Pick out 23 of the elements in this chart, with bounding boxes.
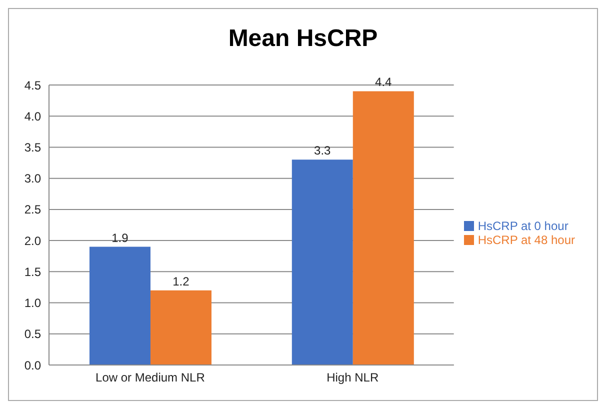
y-tick-label: 2.0	[24, 234, 42, 248]
bar	[150, 290, 212, 365]
legend-label: HsCRP at 48 hour	[478, 232, 575, 246]
y-tick-label: 4.5	[24, 78, 42, 92]
y-tick-label: 1.5	[24, 264, 42, 279]
y-tick-label: 2.5	[24, 202, 42, 217]
y-tick-label: 3.5	[24, 140, 42, 154]
bar	[89, 246, 150, 365]
y-tick-label: 4.0	[24, 109, 42, 124]
bar	[352, 91, 414, 365]
legend-label: HsCRP at 0 hour	[478, 218, 568, 232]
y-tick-label: 1.0	[24, 296, 42, 310]
data-label: 1.2	[172, 274, 190, 288]
y-tick-label: 0.5	[24, 327, 42, 342]
y-tick-label: 3.0	[24, 172, 42, 186]
x-tick-label: High NLR	[326, 370, 379, 385]
data-label: 3.3	[314, 144, 332, 158]
bar	[292, 160, 353, 365]
data-label: 1.9	[112, 230, 129, 245]
x-tick-label: Low or Medium NLR	[96, 370, 206, 385]
data-label: 4.4	[375, 75, 392, 90]
chart-title: Mean HsCRP	[227, 24, 379, 54]
y-tick-label: 0.0	[24, 358, 42, 372]
